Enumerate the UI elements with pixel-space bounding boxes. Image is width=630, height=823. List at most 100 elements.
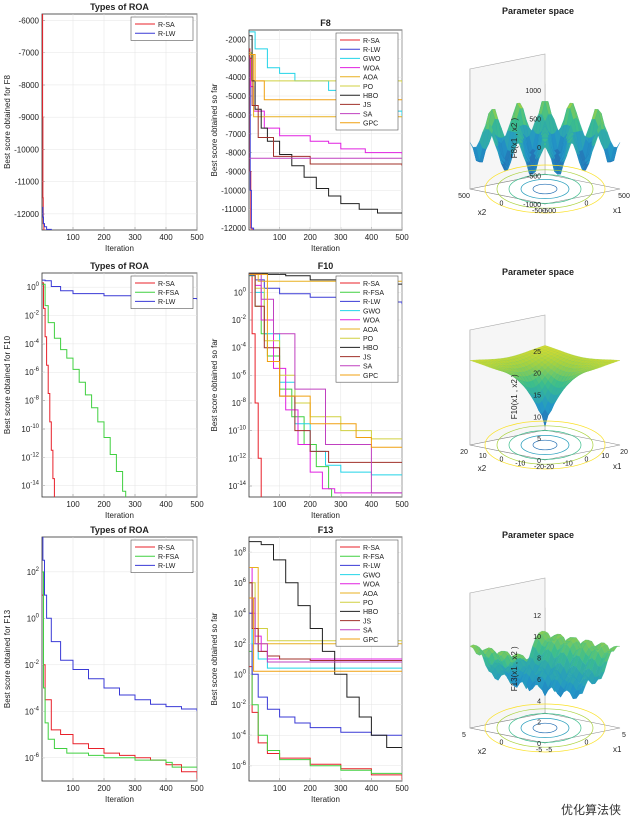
x-tick-label: 300 [128,233,142,242]
x-tick-label: 500 [190,500,204,509]
chart-title: F13 [318,525,334,535]
floor-contours [484,703,606,753]
legend-label: WOA [363,65,380,72]
series-group [249,273,402,497]
y-tick-label: 500 [458,193,470,200]
z-tick-label: 2 [537,720,541,727]
series-line-r-fsa [249,650,402,775]
y-tick-label: 10-4 [25,706,40,716]
contour-ring [520,435,570,455]
z-tick-label: 0 [537,145,541,152]
x-tick-label: 500 [190,233,204,242]
watermark-text: 优化算法侠 [557,800,624,819]
x-tick-label: 200 [97,233,111,242]
series-line-r-fsa [42,571,197,768]
y-tick-label: 10-2 [232,700,247,710]
series-line-r-lw [42,537,197,712]
series-group [42,14,52,230]
series-line-js [249,57,402,166]
x-tick-label: 100 [66,784,80,793]
contour-ring [532,439,558,451]
series-line-sa [249,273,402,494]
x-axis-label: Iteration [105,795,134,804]
legend-label: R-FSA [158,554,179,561]
y-tick-label: 10-4 [25,339,40,349]
legend-label: R-SA [363,281,380,288]
y-tick-label: 100 [27,613,40,623]
legend-label: R-SA [363,38,380,45]
x-tick-label: 300 [128,500,142,509]
legend-label: SA [363,111,373,118]
y-tick-label: 10-4 [232,730,247,740]
contour-ring [484,164,606,214]
legend-label: R-LW [363,47,381,54]
y-tick-label: -9000 [226,168,247,177]
y-axis-label: Best score obtained for F10 [3,335,12,434]
x-tick-label: 10 [601,453,609,460]
chart-panel: F13 100 200 300 400 500 Iteration 108 106 104 102 1… [210,525,409,804]
y-tick-label: 10-2 [25,660,40,670]
y-tick-label: 10-12 [228,453,246,463]
x-axis-label: Iteration [311,511,340,520]
series-line-po [249,582,402,642]
y-tick-label: -8000 [226,149,247,158]
y-tick-label: 10-14 [228,481,246,491]
legend-label: AOA [363,591,378,598]
legend-label: R-LW [158,299,176,306]
legend-label: GWO [363,308,381,315]
z-tick-label: 500 [529,117,541,124]
x-tick-label: 200 [304,784,318,793]
x-tick-label: 400 [159,500,173,509]
legend-label: R-LW [158,563,176,570]
y-tick-label: 100 [234,287,247,297]
z-tick-label: 0 [537,458,541,465]
series-group [249,541,402,780]
y-tick-label: -10000 [14,145,39,154]
z-tick-label: -500 [527,174,541,181]
x-tick-label: 500 [395,784,409,793]
legend-label: AOA [363,75,378,82]
series-line-r-sa [42,594,197,779]
y-tick-label: -7000 [226,130,247,139]
plot-area [41,272,198,498]
surface-mesh [469,345,621,427]
y-tick-label: 102 [27,567,40,577]
series-line-r-fsa [42,283,127,497]
series-line-r-lw [42,206,52,230]
series-line-hbo [249,35,402,214]
y-tick-label: -4000 [226,73,247,82]
surface-title: Parameter space [502,6,574,16]
z-tick-label: 10 [533,634,541,641]
y-tick-label: 20 [460,449,468,456]
x-tick-label: 500 [190,784,204,793]
legend-label: HBO [363,93,379,100]
contour-ring [508,430,582,460]
x-tick-label: 100 [273,500,287,509]
x-tick-label: 400 [365,233,379,242]
x-tick-label: 300 [334,233,348,242]
chart-panel: F10 100 200 300 400 500 Iteration 100 10-2 10-4 10… [210,261,409,520]
floor-contours [484,420,606,470]
legend-label: SA [363,628,373,635]
contour-ring [532,183,558,195]
y-tick-label: -2000 [226,35,247,44]
x-tick-label: 100 [273,784,287,793]
surface-facet [541,101,549,119]
legend-label: GWO [363,56,381,63]
x-tick-label: 400 [159,784,173,793]
plot-area [41,13,198,231]
y-tick-label: 0 [500,740,504,747]
series-line-r-sa [249,273,262,497]
z-tick-label: 4 [537,698,541,705]
y-tick-label: 104 [234,608,247,618]
z-tick-label: 15 [533,392,541,399]
legend-label: GPC [363,121,378,128]
legend-label: R-LW [363,299,381,306]
legend-label: R-FSA [363,554,384,561]
x-tick-label: -20 [544,464,554,471]
z-axis-label: F13(x1 , x2 ) [510,646,519,691]
y-tick-label: -12000 [14,210,39,219]
y-tick-label: 10-2 [25,311,40,321]
x-tick-label: -5 [546,747,552,754]
